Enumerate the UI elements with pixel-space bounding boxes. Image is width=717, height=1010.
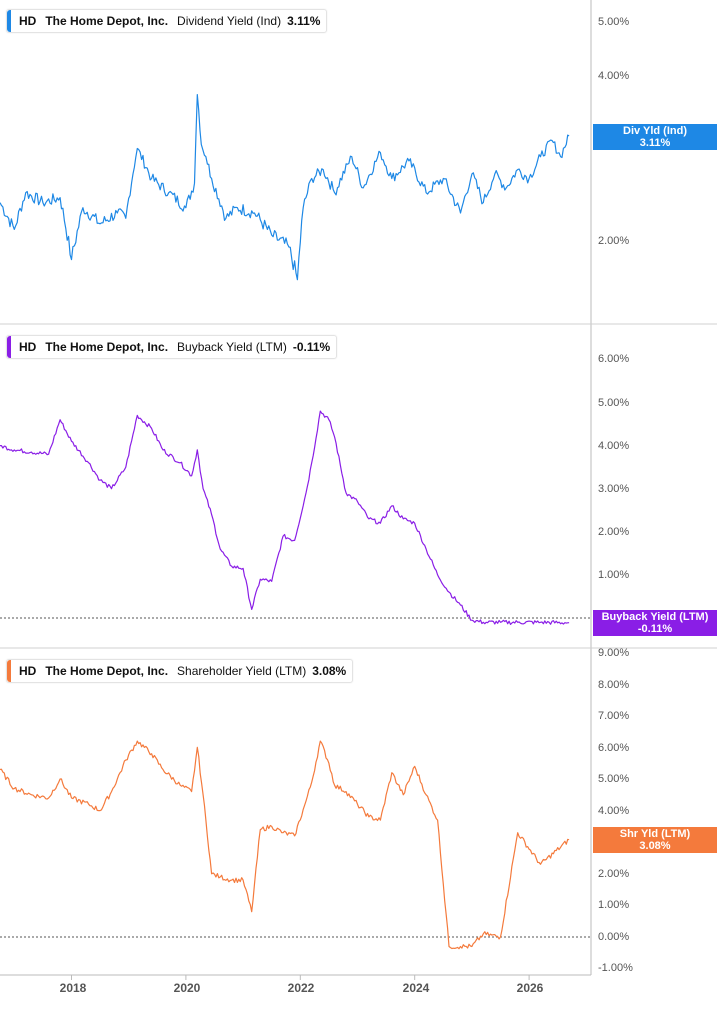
y-tick: 4.00%	[598, 805, 630, 817]
badge-label: Div Yld (Ind)	[623, 125, 687, 137]
y-tick: 8.00%	[598, 679, 630, 691]
badge-label: Buyback Yield (LTM)	[601, 611, 709, 623]
y-tick: 2.00%	[598, 868, 630, 880]
y-tick: 1.00%	[598, 569, 630, 581]
legend-swatch	[7, 660, 11, 682]
legend-ticker: HD	[19, 664, 37, 678]
badge-value: 3.08%	[639, 840, 671, 852]
badge-value: -0.11%	[637, 623, 673, 635]
y-tick: 6.00%	[598, 742, 630, 754]
legend-dividend[interactable]: HD The Home Depot, Inc. Dividend Yield (…	[6, 9, 328, 33]
legend-company: The Home Depot, Inc.	[45, 14, 169, 28]
series-line-buyback	[0, 410, 570, 625]
legend-metric: Buyback Yield (LTM)	[177, 340, 287, 354]
legend-ticker: HD	[19, 340, 37, 354]
y-tick: 6.00%	[598, 353, 630, 365]
badge-label: Shr Yld (LTM)	[619, 828, 691, 840]
badge-shareholder: Shr Yld (LTM) 3.08%	[593, 827, 717, 853]
legend-ticker: HD	[19, 14, 37, 28]
y-tick: 5.00%	[598, 397, 630, 409]
legend-value: 3.11%	[287, 14, 321, 28]
y-tick: 5.00%	[598, 16, 630, 28]
legend-value: 3.08%	[312, 664, 347, 678]
x-tick: 2020	[173, 981, 201, 995]
x-tick: 2024	[402, 981, 430, 995]
x-tick: 2018	[59, 981, 87, 995]
legend-swatch	[7, 10, 11, 32]
y-tick: 3.00%	[598, 483, 630, 495]
legend-company: The Home Depot, Inc.	[45, 340, 169, 354]
legend-metric: Dividend Yield (Ind)	[177, 14, 282, 28]
badge-dividend: Div Yld (Ind) 3.11%	[593, 124, 717, 150]
x-tick: 2022	[287, 981, 315, 995]
legend-swatch	[7, 336, 11, 358]
y-tick: 7.00%	[598, 710, 630, 722]
legend-metric: Shareholder Yield (LTM)	[177, 664, 307, 678]
y-tick: 5.00%	[598, 773, 630, 785]
legend-value: -0.11%	[292, 340, 331, 354]
badge-value: 3.11%	[639, 137, 671, 149]
legend-shareholder[interactable]: HD The Home Depot, Inc. Shareholder Yiel…	[6, 659, 354, 683]
badge-buyback: Buyback Yield (LTM) -0.11%	[593, 610, 717, 636]
y-tick: 2.00%	[598, 235, 630, 247]
legend-buyback[interactable]: HD The Home Depot, Inc. Buyback Yield (L…	[6, 335, 338, 359]
y-tick: 9.00%	[598, 647, 630, 659]
series-line-dividend	[0, 94, 570, 281]
y-tick: 2.00%	[598, 526, 630, 538]
y-tick: -1.00%	[598, 962, 633, 974]
y-tick: 4.00%	[598, 440, 630, 452]
y-tick: 0.00%	[598, 931, 630, 943]
series-line-shareholder	[0, 740, 570, 950]
y-tick: 1.00%	[598, 899, 630, 911]
legend-company: The Home Depot, Inc.	[45, 664, 169, 678]
y-tick: 4.00%	[598, 70, 630, 82]
x-tick: 2026	[516, 981, 544, 995]
